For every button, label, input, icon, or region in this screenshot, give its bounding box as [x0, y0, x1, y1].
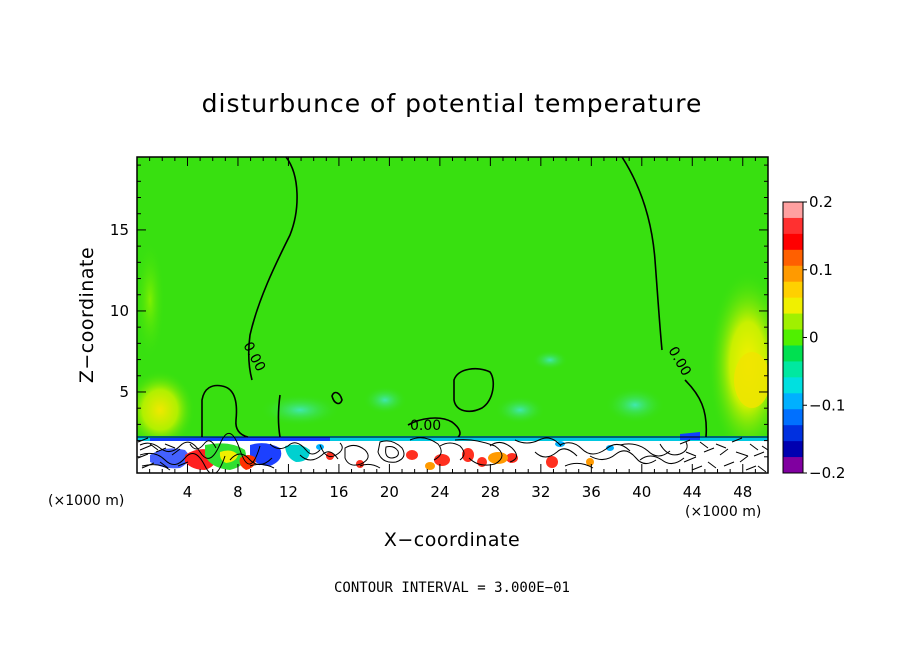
contour-label-mid: 0.00	[410, 418, 441, 434]
x-tick-label: 12	[279, 483, 298, 501]
colorbar-swatch	[783, 361, 803, 378]
left-plume-contour	[247, 157, 298, 381]
y-tick-label: 15	[110, 221, 129, 239]
y-tick-label: 10	[110, 302, 129, 320]
colorbar-swatch	[783, 377, 803, 394]
mid-cool-patch-3	[532, 350, 568, 370]
contour-interval-note: CONTOUR INTERVAL = 3.000E−01	[334, 580, 570, 596]
left-blue-swirl-2	[250, 443, 282, 466]
colorbar-swatch	[783, 265, 803, 283]
colorbar-swatch	[783, 233, 803, 251]
colorbar-swatch	[783, 281, 803, 299]
colorbar-swatch	[783, 217, 803, 235]
surface-cool-blobs	[316, 441, 614, 451]
mid-cool-patch-1	[260, 394, 340, 426]
colorbar-swatch	[783, 425, 803, 442]
colorbar	[782, 201, 804, 474]
mid-cool-patch-4	[605, 387, 665, 423]
colorbar-tick-label: 0.2	[809, 193, 833, 211]
colorbar-swatch	[783, 249, 803, 267]
x-axis-label: X−coordinate	[384, 529, 520, 551]
colorbar-tick-label: 0.1	[809, 261, 833, 279]
x-tick-label: 24	[430, 483, 449, 501]
x-axis: 4 8 12 16 20 24 28 32 36 40 44 48	[149, 157, 756, 501]
x-tick-label: 32	[531, 483, 550, 501]
chart-title: disturbunce of potential temperature	[202, 89, 703, 118]
cool-strip-dark-2	[680, 432, 700, 440]
hatched-turbulence-right	[679, 437, 768, 473]
x-tick-label: 4	[183, 483, 193, 501]
right-warm-core	[734, 352, 768, 408]
x-tick-label: 48	[733, 483, 752, 501]
x-tick-label: 28	[481, 483, 500, 501]
x-tick-label: 40	[632, 483, 651, 501]
plot-area: 0.00 0.00 0.00	[137, 157, 768, 473]
y-axis-label: Z−coordinate	[76, 247, 98, 383]
colorbar-swatch	[783, 202, 803, 219]
zero-contours	[201, 157, 708, 438]
colorbar-swatch	[783, 329, 803, 346]
y-tick-label: 5	[119, 383, 129, 401]
y-axis: 5 10 15	[110, 164, 768, 458]
x-unit-label-right: (×1000 m)	[685, 504, 761, 520]
x-tick-label: 44	[683, 483, 702, 501]
colorbar-swatch	[783, 409, 803, 426]
x-tick-label: 8	[233, 483, 243, 501]
surface-contours	[137, 433, 768, 473]
left-warm-strip	[137, 240, 165, 360]
x-tick-label: 16	[329, 483, 348, 501]
colorbar-swatch	[783, 393, 803, 410]
mid-cool-patch-2	[363, 386, 407, 414]
colorbar-swatch	[783, 297, 803, 315]
left-warm-anomaly	[137, 370, 195, 450]
left-bump-contour	[201, 384, 249, 438]
small-loop-contour	[331, 391, 343, 405]
cool-strip-dark	[150, 437, 330, 441]
colorbar-swatch	[783, 457, 803, 474]
field-background	[137, 157, 768, 473]
colorbar-tick-label: −0.1	[809, 396, 845, 414]
hatched-turbulence-left	[137, 437, 189, 469]
colorbar-swatch	[783, 441, 803, 458]
colorbar-tick-label: −0.2	[809, 464, 845, 482]
colorbar-swatch	[783, 345, 803, 362]
left-yellow-swirl	[219, 450, 238, 463]
colorbar-tick-label: 0	[809, 329, 819, 347]
x-unit-label-left: (×1000 m)	[48, 493, 124, 509]
x-tick-label: 20	[380, 483, 399, 501]
x-tick-label: 36	[582, 483, 601, 501]
mid-loop-contour	[453, 367, 495, 413]
mid-cool-patch-5	[495, 396, 545, 424]
colorbar-ticks: 0.2 0.1 0 −0.1 −0.2	[803, 193, 845, 482]
surface-orange-blobs	[425, 452, 594, 470]
colorbar-swatch	[783, 313, 803, 331]
right-plume-contour	[621, 157, 663, 351]
surface-warm-blobs	[326, 448, 558, 468]
